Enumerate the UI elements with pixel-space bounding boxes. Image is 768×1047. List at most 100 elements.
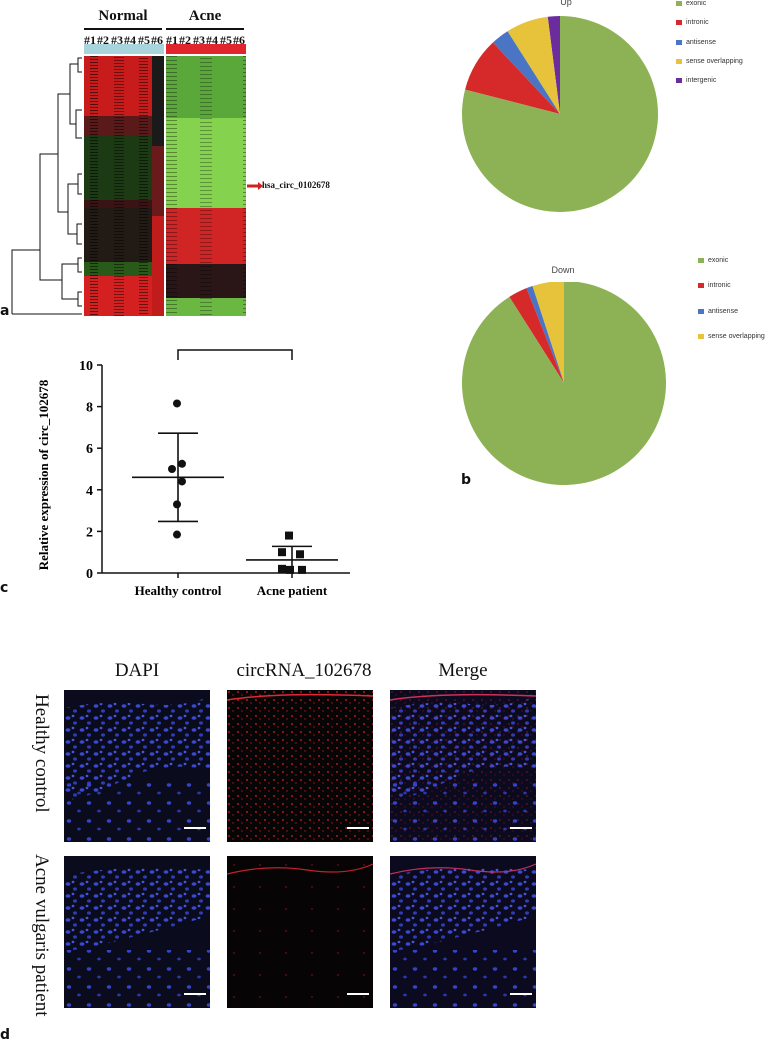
group-title-normal: Normal <box>98 8 148 24</box>
data-point <box>278 564 286 573</box>
legend-swatch <box>676 77 682 83</box>
data-point <box>178 459 186 468</box>
pie-down <box>462 282 666 485</box>
significance-label: ** <box>223 340 247 352</box>
y-tick-label: 2 <box>86 525 93 540</box>
legend-swatch <box>676 19 682 25</box>
pie-slice-intergenic <box>547 16 560 114</box>
image-acne-dapi <box>64 856 210 1008</box>
image-healthy-dapi <box>64 690 210 842</box>
legend-swatch <box>698 282 704 288</box>
scale-bar <box>510 827 532 829</box>
data-point <box>173 530 181 539</box>
x-tick-label: Healthy control <box>135 583 222 598</box>
data-point <box>285 531 293 540</box>
pie-slice-antisense <box>492 31 560 115</box>
pie-slice-intronic <box>509 288 564 383</box>
scatter-chart: 0 2 4 6 8 10 Healthy control Acne patient Relati… <box>36 340 350 598</box>
annotation-label: hsa_circ_0102678 <box>262 180 330 190</box>
pie-slice-sense-overlapping <box>507 16 560 114</box>
y-tick-label: 6 <box>86 442 93 457</box>
sample-normal-2: #2 <box>97 33 109 47</box>
y-tick-label: 8 <box>86 401 93 416</box>
sample-normal-3: #3 <box>111 33 123 47</box>
legend-up-exonic: exonic <box>676 0 706 7</box>
pie-up <box>462 16 658 212</box>
scale-bar <box>347 827 369 829</box>
legend-label: sense overlapping <box>708 333 765 340</box>
significance-bracket <box>177 349 293 360</box>
sample-normal-5: #5 <box>138 33 150 47</box>
data-point <box>173 399 181 408</box>
y-tick-label: 4 <box>86 484 93 499</box>
legend-up-sense-overlapping: sense overlapping <box>676 58 743 65</box>
pie-slice-exonic <box>462 282 666 485</box>
sample-acne-5: #5 <box>220 33 232 47</box>
y-tick-label: 10 <box>79 359 93 374</box>
legend-swatch <box>676 58 682 64</box>
x-tick-label: Acne patient <box>257 583 328 598</box>
sample-normal-6: #6 <box>151 33 163 47</box>
data-point <box>173 500 181 509</box>
panel-label-d: d <box>0 1027 11 1043</box>
pie-slice-antisense <box>526 285 564 383</box>
col-title-dapi: DAPI <box>114 660 160 681</box>
scale-bar <box>347 993 369 995</box>
acne-sample-bar <box>166 44 246 54</box>
scale-bar <box>184 993 206 995</box>
legend-down-antisense: antisense <box>698 308 738 315</box>
image-acne-circrna <box>227 856 373 1008</box>
legend-label: exonic <box>686 0 707 7</box>
group-title-acne: Acne <box>188 8 222 24</box>
row-title-acne: Acne vulgaris patient <box>31 854 52 1017</box>
sample-acne-2: #2 <box>179 33 191 47</box>
legend-up-antisense: antisense <box>676 39 716 46</box>
image-healthy-circrna <box>227 690 373 842</box>
data-point <box>168 465 176 473</box>
legend-up-intergenic: intergenic <box>676 77 716 84</box>
legend-label: antisense <box>708 308 738 315</box>
data-point <box>278 548 286 557</box>
panel-label-c: c <box>0 580 9 596</box>
legend-swatch <box>698 308 704 314</box>
image-acne-merge <box>390 856 536 1008</box>
legend-down-exonic: exonic <box>698 257 728 264</box>
legend-label: antisense <box>686 39 716 46</box>
data-point <box>286 565 294 574</box>
sample-normal-1: #1 <box>84 33 96 47</box>
y-tick-label: 0 <box>86 567 93 582</box>
sample-acne-4: #4 <box>206 33 218 47</box>
image-healthy-merge <box>390 690 536 842</box>
legend-swatch <box>676 0 682 6</box>
normal-sample-bar <box>84 44 164 54</box>
pie-slice-exonic <box>462 16 658 212</box>
legend-swatch <box>698 333 704 339</box>
data-point <box>296 550 304 559</box>
data-point <box>298 565 306 574</box>
heatmap <box>11 44 263 316</box>
legend-label: sense overlapping <box>686 58 743 65</box>
group-underline-acne <box>166 28 244 30</box>
panel-label-b: b <box>461 472 472 488</box>
legend-label: intronic <box>686 19 709 26</box>
sample-acne-3: #3 <box>193 33 205 47</box>
data-point <box>178 477 186 486</box>
pie-slice-sense-overlapping <box>532 282 564 383</box>
legend-swatch <box>676 39 682 45</box>
pie-down-title: Down <box>551 265 575 275</box>
row-title-healthy: Healthy control <box>31 694 52 813</box>
col-title-merge: Merge <box>438 660 488 681</box>
y-axis-label: Relative expression of circ_102678 <box>36 379 51 570</box>
legend-down-intronic: intronic <box>698 282 731 289</box>
panel-label-a: a <box>0 303 10 319</box>
legend-down-sense-overlapping: sense overlapping <box>698 333 765 340</box>
pie-slice-intronic <box>465 42 560 114</box>
legend-label: intergenic <box>686 77 717 84</box>
scale-bar <box>510 993 532 995</box>
scale-bar <box>184 827 206 829</box>
legend-label: exonic <box>708 257 729 264</box>
legend-up-intronic: intronic <box>676 19 709 26</box>
legend-label: intronic <box>708 282 731 289</box>
legend-swatch <box>698 257 704 263</box>
sample-acne-6: #6 <box>233 33 245 47</box>
